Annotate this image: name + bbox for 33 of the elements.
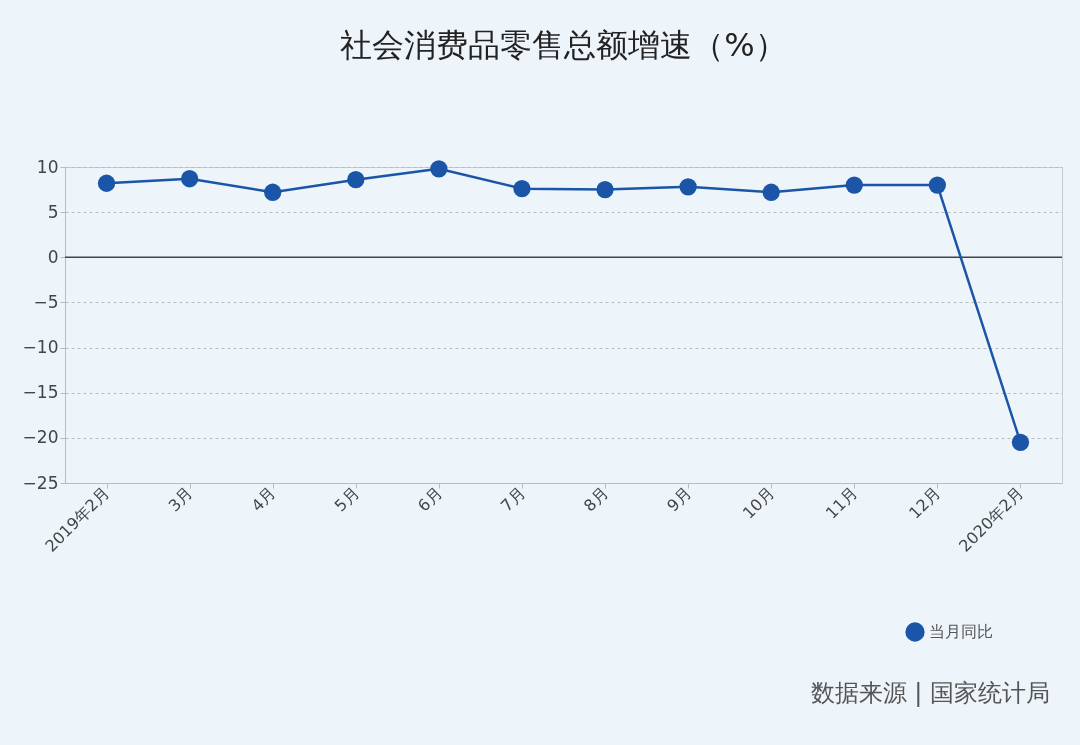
y-tick-label: 5 [47,201,59,222]
x-tick-label: 11月 [822,483,862,523]
x-tick-label: 7月 [496,483,529,516]
x-tick-label: 4月 [247,483,280,516]
x-tick-label: 5月 [330,483,363,516]
x-tick-label: 8月 [579,483,612,516]
x-tick-label: 12月 [905,483,945,523]
point [430,160,448,178]
y-tick-label: −5 [33,291,59,312]
x-tick-label: 6月 [413,483,446,516]
point [596,180,614,199]
point [1011,433,1030,452]
x-tick-label: 10月 [738,483,779,523]
point [513,180,531,198]
point [264,183,282,201]
y-tick-label: −25 [22,472,59,493]
point [679,178,697,196]
point [180,170,199,188]
point [97,174,116,192]
x-tick-label: 9月 [663,483,695,516]
y-tick-label: −10 [22,337,59,358]
point [928,176,947,194]
y-tick-label: −20 [22,427,59,448]
source-note: 数据来源 | 国家统计局 [810,679,1050,707]
y-tick-label: 0 [47,246,59,267]
chart-title: 社会消费品零售总额增速（%） [340,26,787,64]
y-tick-label: −15 [22,382,59,403]
x-tick-label: 3月 [164,483,197,516]
y-tick-label: 10 [36,156,59,177]
point [845,176,863,194]
point [347,171,365,189]
point [762,183,780,201]
legend-label: 当月同比 [929,622,993,641]
